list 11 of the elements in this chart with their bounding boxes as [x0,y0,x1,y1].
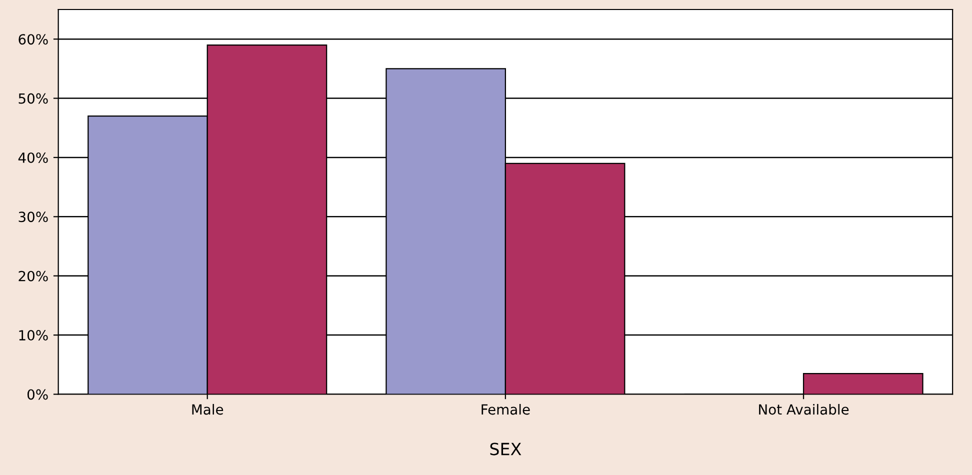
y-tick-label: 50% [18,93,48,104]
y-tick-label: 10% [19,330,48,341]
y-tick-label: 0% [27,389,48,400]
y-tick-label: 60% [18,34,48,45]
x-tick-label: Female [482,404,530,415]
x-tick-label: Male [192,404,224,415]
x-axis-title: SEX [490,442,522,456]
y-tick-label: 30% [18,212,48,222]
y-tick-label: 20% [18,270,48,282]
y-tick-label: 40% [18,152,48,163]
x-tick-label: Not Available [759,404,849,415]
